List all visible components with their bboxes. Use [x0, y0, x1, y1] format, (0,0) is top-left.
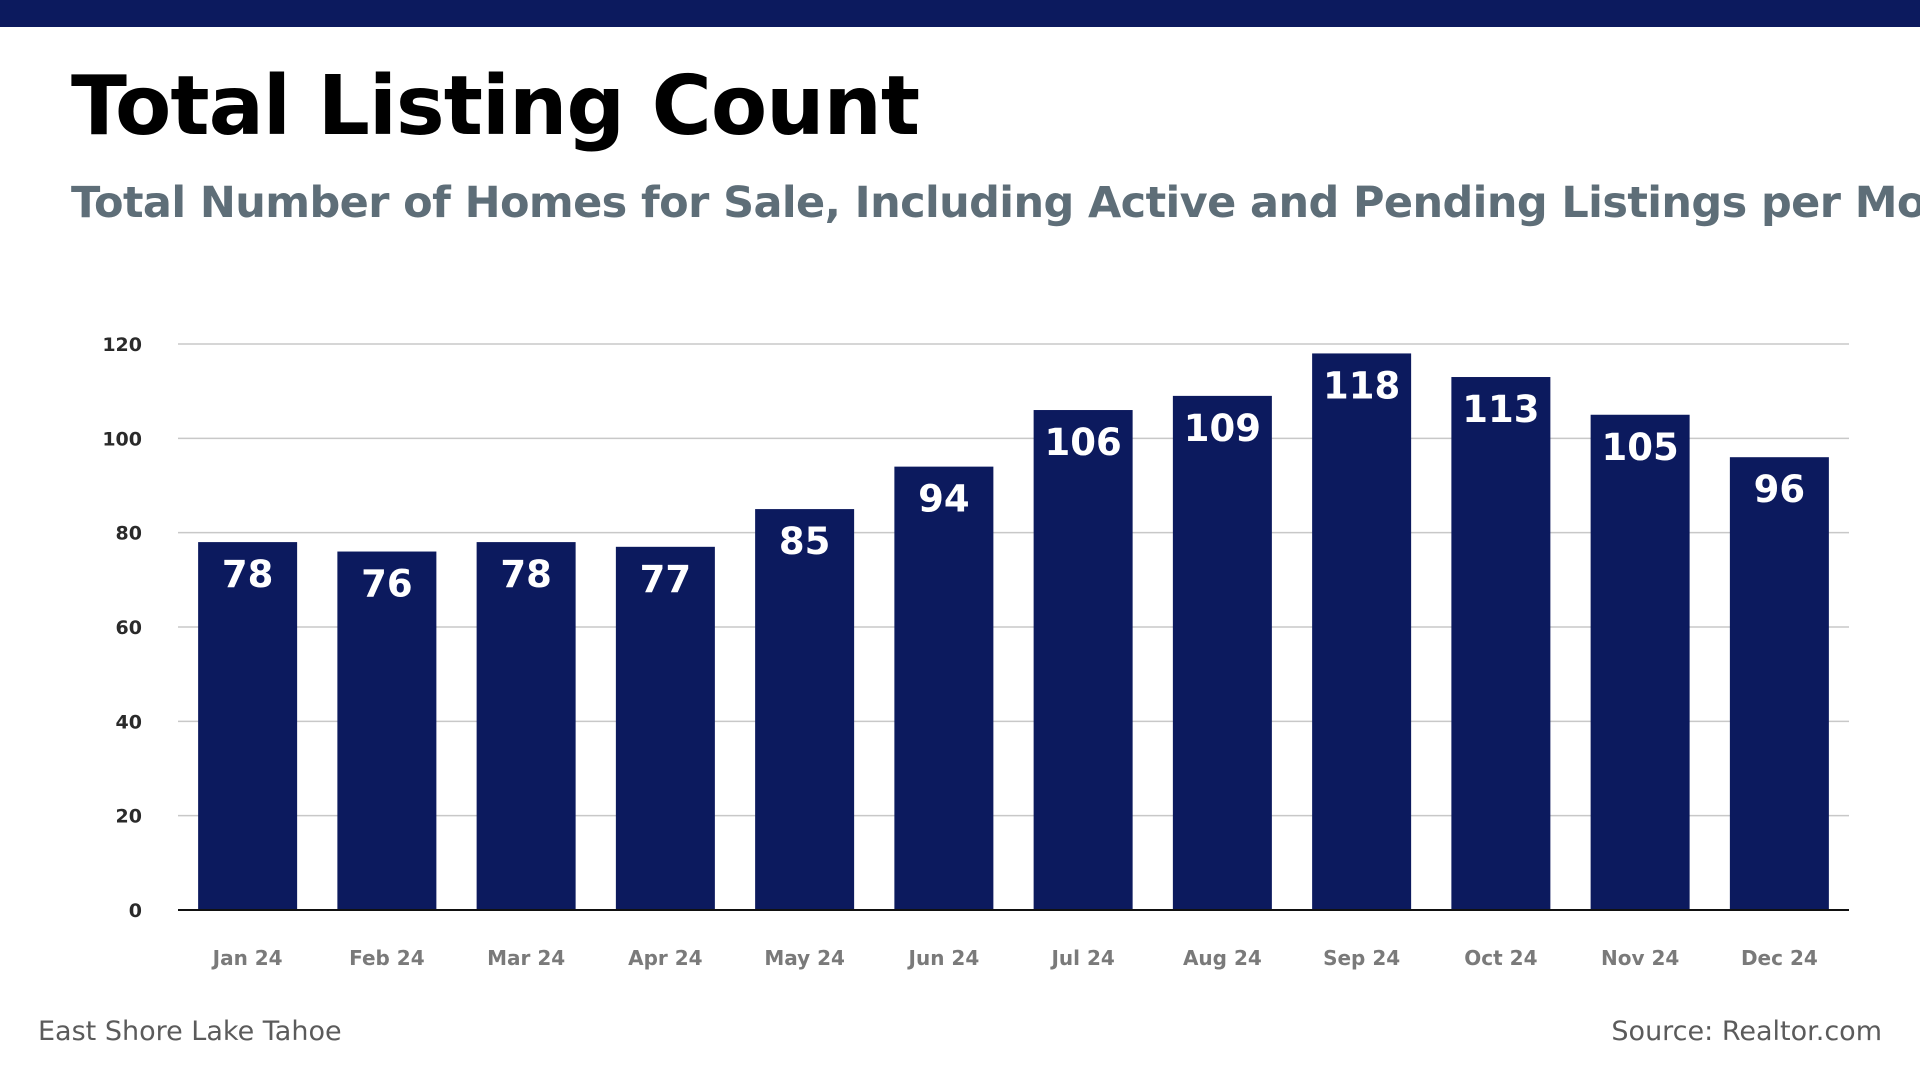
bar-value-label: 96 [1754, 468, 1806, 511]
grid-lines [178, 343, 1849, 817]
bar-value-label: 78 [500, 553, 552, 596]
y-tick-label: 80 [116, 523, 142, 545]
y-tick-label: 20 [116, 806, 142, 828]
bar-value-labels: 78 76 78 77 85 94 106 109 118 113 105 96 [222, 364, 1805, 605]
bar [894, 466, 994, 910]
bar-value-label: 109 [1184, 407, 1261, 450]
y-tick-label: 100 [102, 428, 142, 450]
y-tick-label: 0 [129, 900, 142, 922]
x-tick-label: Sep 24 [1323, 946, 1400, 970]
bar [198, 542, 298, 910]
bar [1312, 353, 1412, 910]
y-tick-label: 40 [116, 711, 142, 733]
y-tick-label: 120 [102, 334, 142, 356]
y-tick-label: 60 [116, 617, 142, 639]
page-title: Total Listing Count [71, 59, 920, 154]
bars [198, 353, 1829, 911]
x-tick-label: Jun 24 [907, 946, 980, 970]
x-tick-label: Apr 24 [628, 946, 702, 970]
bar-value-label: 118 [1323, 364, 1400, 407]
bar-value-label: 105 [1602, 426, 1679, 469]
bar-value-label: 85 [779, 520, 831, 563]
x-tick-label: Jan 24 [211, 946, 283, 970]
bar [337, 551, 437, 910]
source-label: Source: Realtor.com [1611, 1016, 1882, 1047]
bar-value-label: 106 [1045, 421, 1122, 464]
bar [615, 546, 715, 910]
x-tick-label: Dec 24 [1741, 946, 1818, 970]
bar [1729, 457, 1829, 910]
x-tick-label: Nov 24 [1601, 946, 1679, 970]
bar [1590, 414, 1690, 910]
x-axis-ticks: Jan 24 Feb 24 Mar 24 Apr 24 May 24 Jun 24 Jul … [211, 946, 1818, 970]
bar-value-label: 78 [222, 553, 274, 596]
bar-value-label: 77 [640, 558, 692, 601]
bar-value-label: 113 [1462, 388, 1539, 431]
bar-value-label: 94 [918, 478, 970, 521]
x-tick-label: Feb 24 [349, 946, 425, 970]
x-tick-label: May 24 [764, 946, 845, 970]
bar [1033, 410, 1133, 910]
location-label: East Shore Lake Tahoe [38, 1016, 342, 1047]
bar-value-label: 76 [361, 563, 413, 606]
top-accent-bar [0, 0, 1920, 27]
page-subtitle: Total Number of Homes for Sale, Includin… [71, 178, 1920, 228]
x-tick-label: Mar 24 [487, 946, 565, 970]
bar [1172, 395, 1272, 911]
bar [1451, 377, 1551, 910]
bar [755, 509, 855, 910]
x-tick-label: Oct 24 [1464, 946, 1537, 970]
x-tick-label: Jul 24 [1049, 946, 1114, 970]
x-tick-label: Aug 24 [1183, 946, 1262, 970]
y-axis-ticks: 0 20 40 60 80 100 120 [102, 334, 142, 922]
bar [476, 542, 576, 910]
